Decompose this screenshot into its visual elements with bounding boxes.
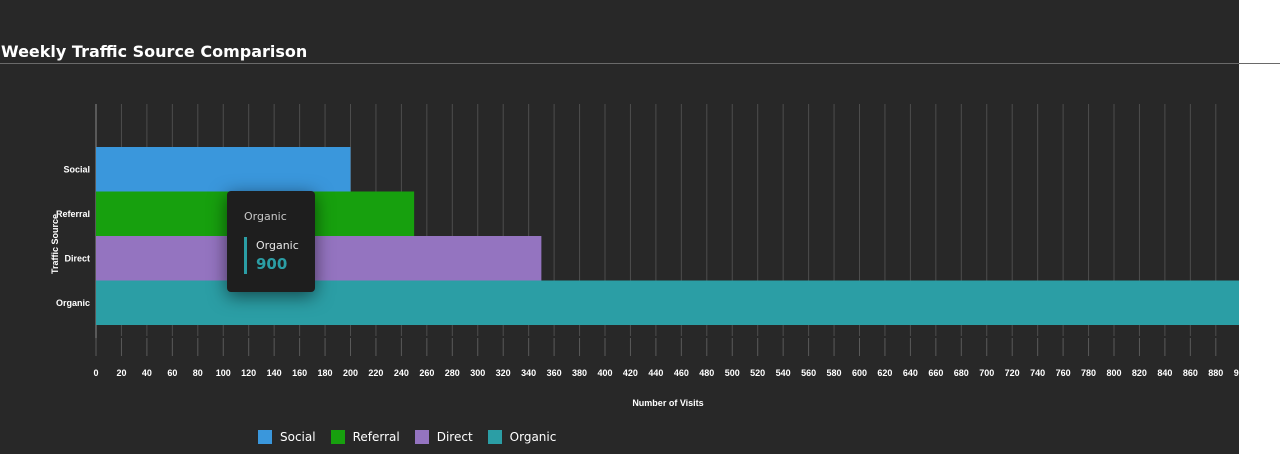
x-tick-label: 880 bbox=[1208, 368, 1223, 378]
legend-swatch bbox=[258, 430, 272, 444]
y-axis-title: Traffic Source bbox=[50, 214, 60, 274]
x-tick-label: 840 bbox=[1157, 368, 1172, 378]
tooltip: Organic Organic 900 bbox=[227, 191, 315, 292]
x-axis-title: Number of Visits bbox=[632, 398, 703, 408]
x-tick-label: 760 bbox=[1056, 368, 1071, 378]
x-tick-label: 680 bbox=[954, 368, 969, 378]
legend-swatch bbox=[487, 430, 502, 444]
x-tick-label: 260 bbox=[419, 368, 434, 378]
x-tick-label: 660 bbox=[928, 368, 943, 378]
x-tick-label: 860 bbox=[1183, 368, 1198, 378]
x-tick-label: 900 bbox=[1234, 368, 1239, 378]
x-tick-label: 340 bbox=[521, 368, 536, 378]
bar-direct[interactable] bbox=[96, 236, 542, 281]
x-tick-label: 320 bbox=[496, 368, 511, 378]
x-tick-label: 120 bbox=[241, 368, 256, 378]
x-tick-label: 640 bbox=[903, 368, 918, 378]
x-tick-label: 620 bbox=[877, 368, 892, 378]
x-axis-ticks: 0 20 40 60 80 100 120 140 160 180 200 220 240 260 280 3… bbox=[93, 338, 1239, 378]
y-category-label: Referral bbox=[56, 209, 90, 219]
legend-swatch bbox=[414, 430, 429, 444]
x-tick-label: 780 bbox=[1081, 368, 1096, 378]
legend-item-organic[interactable]: Organic bbox=[487, 430, 557, 444]
x-tick-label: 220 bbox=[368, 368, 383, 378]
x-tick-label: 80 bbox=[193, 368, 203, 378]
tooltip-header: Organic bbox=[244, 210, 287, 223]
x-tick-label: 380 bbox=[572, 368, 587, 378]
legend-swatch bbox=[330, 430, 345, 444]
y-category-label: Direct bbox=[64, 253, 90, 263]
x-tick-label: 280 bbox=[445, 368, 460, 378]
bar-social[interactable] bbox=[96, 147, 351, 192]
y-category-label: Organic bbox=[56, 298, 90, 308]
x-tick-label: 540 bbox=[776, 368, 791, 378]
x-tick-label: 60 bbox=[167, 368, 177, 378]
x-tick-label: 300 bbox=[470, 368, 485, 378]
legend-label: Referral bbox=[352, 430, 400, 444]
chart-title: Weekly Traffic Source Comparison bbox=[1, 42, 308, 61]
x-tick-label: 240 bbox=[394, 368, 409, 378]
legend-label: Direct bbox=[436, 430, 473, 444]
legend-label: Organic bbox=[509, 430, 557, 444]
x-tick-label: 40 bbox=[142, 368, 152, 378]
x-tick-label: 520 bbox=[750, 368, 765, 378]
x-tick-label: 140 bbox=[267, 368, 282, 378]
legend: Social Referral Direct Organic bbox=[258, 430, 571, 444]
chart-panel: Weekly Traffic Source Comparison 0 20 40 60… bbox=[0, 0, 1239, 454]
x-tick-label: 700 bbox=[979, 368, 994, 378]
x-tick-label: 740 bbox=[1030, 368, 1045, 378]
y-category-label: Social bbox=[63, 164, 90, 174]
x-tick-label: 200 bbox=[343, 368, 358, 378]
x-tick-label: 400 bbox=[597, 368, 612, 378]
x-tick-label: 800 bbox=[1106, 368, 1121, 378]
x-tick-label: 100 bbox=[216, 368, 231, 378]
legend-item-social[interactable]: Social bbox=[258, 430, 316, 444]
x-tick-label: 600 bbox=[852, 368, 867, 378]
y-axis-categories: Social Referral Direct Organic bbox=[56, 164, 90, 308]
x-tick-label: 20 bbox=[116, 368, 126, 378]
legend-item-direct[interactable]: Direct bbox=[414, 430, 473, 444]
x-tick-label: 440 bbox=[648, 368, 663, 378]
bar-chart: 0 20 40 60 80 100 120 140 160 180 200 220 240 260 280 3… bbox=[50, 104, 1239, 408]
legend-item-referral[interactable]: Referral bbox=[330, 430, 400, 444]
tooltip-series-name: Organic bbox=[256, 239, 299, 252]
x-tick-label: 420 bbox=[623, 368, 638, 378]
x-tick-label: 480 bbox=[699, 368, 714, 378]
x-tick-label: 160 bbox=[292, 368, 307, 378]
x-tick-label: 0 bbox=[93, 368, 98, 378]
tooltip-value: 900 bbox=[256, 255, 288, 273]
x-tick-label: 180 bbox=[318, 368, 333, 378]
x-tick-label: 720 bbox=[1005, 368, 1020, 378]
x-tick-label: 460 bbox=[674, 368, 689, 378]
legend-label: Social bbox=[280, 430, 316, 444]
x-tick-label: 360 bbox=[547, 368, 562, 378]
x-tick-label: 580 bbox=[827, 368, 842, 378]
tooltip-series-marker bbox=[244, 237, 247, 274]
title-divider bbox=[0, 63, 1280, 64]
x-tick-label: 560 bbox=[801, 368, 816, 378]
x-tick-label: 500 bbox=[725, 368, 740, 378]
bars bbox=[96, 147, 1239, 325]
x-tick-label: 820 bbox=[1132, 368, 1147, 378]
